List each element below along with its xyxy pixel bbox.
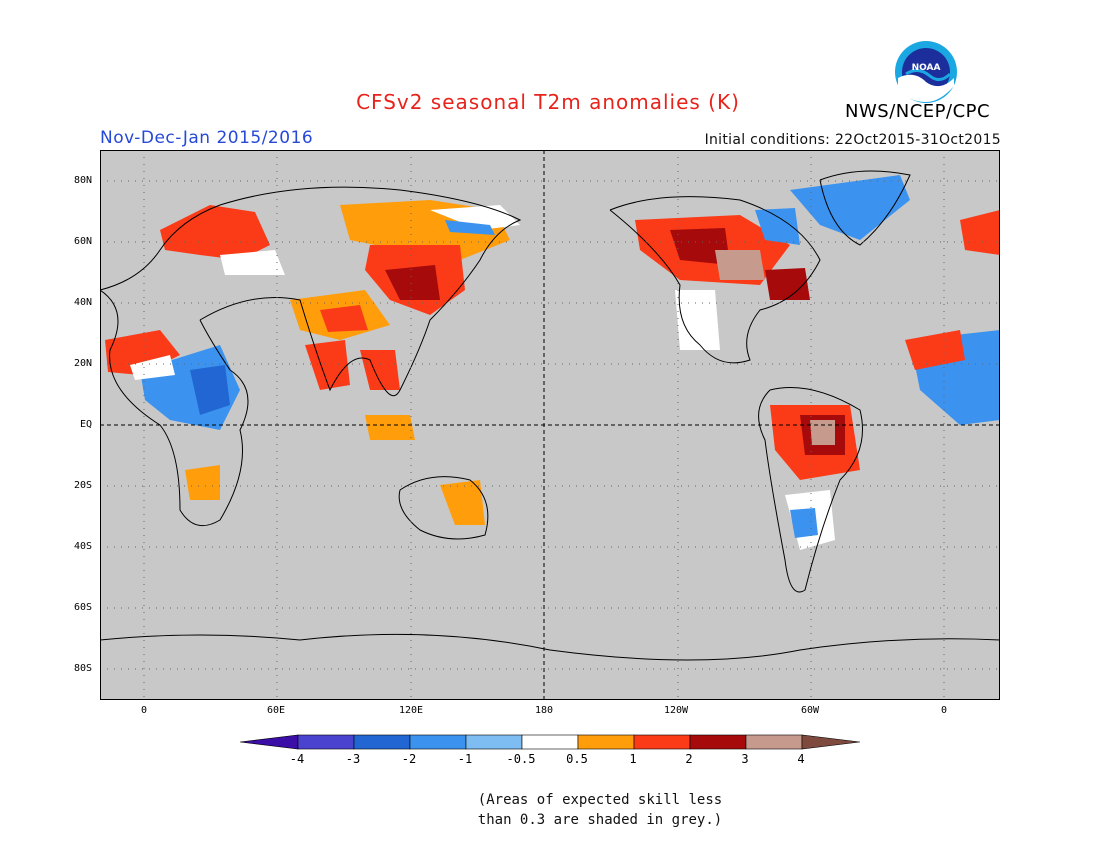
sahel-strong-cool [190, 365, 230, 415]
anomaly-shading [105, 175, 1000, 550]
graticule [100, 150, 1000, 700]
lat-label-80s: 80S [74, 663, 93, 674]
skill-note-line1: (Areas of expected skill less [477, 792, 723, 808]
legend-swatch [801, 734, 860, 750]
lon-label-120e: 120E [399, 705, 424, 716]
south-africa-warm [185, 465, 220, 500]
greenland-cool [790, 175, 910, 240]
western-us-neutral [675, 290, 720, 350]
europe-east-warm [960, 210, 1000, 255]
lon-label-120w: 120W [664, 705, 689, 716]
legend-swatch [577, 734, 635, 750]
svg-text:NOAA: NOAA [912, 63, 941, 73]
legend-label: 3 [741, 752, 749, 766]
hudson-very-warm [715, 250, 765, 280]
legend-label: -0.5 [506, 752, 536, 766]
legend-label: 0.5 [566, 752, 588, 766]
greenland-coast [819, 170, 911, 246]
argentina-cool [790, 508, 818, 538]
sahel-neutral [130, 355, 175, 380]
legend-label: -4 [289, 752, 305, 766]
lat-label-40s: 40S [74, 541, 93, 552]
legend-label: 1 [629, 752, 637, 766]
initial-conditions: Initial conditions: 22Oct2015-31Oct2015 [704, 132, 1001, 148]
europe-neutral [220, 250, 285, 275]
africa-east-warm [905, 330, 965, 370]
lon-label-60w: 60W [801, 705, 820, 716]
siberia-cool [445, 220, 495, 235]
agency-label: NWS/NCEP/CPC [845, 101, 991, 122]
lon-label-0: 0 [141, 705, 148, 716]
forecast-period: Nov-Dec-Jan 2015/2016 [100, 128, 314, 148]
tibet-warm [320, 305, 368, 332]
baffin-cool [755, 208, 800, 245]
legend-swatch [297, 734, 355, 750]
lat-label-60s: 60S [74, 602, 93, 613]
northeast-us-warm [765, 268, 810, 300]
legend-swatch [353, 734, 411, 750]
legend-swatch [689, 734, 747, 750]
indonesia-warm [365, 415, 415, 440]
legend-label: -1 [457, 752, 473, 766]
australia-warm [440, 480, 485, 525]
north-america-coast [609, 196, 821, 364]
legend-label: -2 [401, 752, 417, 766]
lon-label-180: 180 [535, 705, 554, 716]
antarctica-coast [100, 633, 1000, 661]
color-legend-bar [240, 734, 860, 750]
legend-swatch [633, 734, 691, 750]
legend-label: 4 [797, 752, 805, 766]
lat-label-20n: 20N [74, 358, 93, 369]
noaa-logo: NOAA [895, 41, 957, 103]
lat-label-80n: 80N [74, 175, 93, 186]
legend-swatch [409, 734, 467, 750]
eurasia-coast [100, 186, 522, 397]
africa-coast [100, 289, 249, 527]
legend-label: 2 [685, 752, 693, 766]
legend-swatch [745, 734, 803, 750]
coastlines [100, 170, 1000, 661]
legend-swatch [240, 734, 299, 750]
lat-label-60n: 60N [74, 236, 93, 247]
skill-note-line2: than 0.3 are shaded in grey.) [477, 812, 723, 828]
legend-label: -3 [345, 752, 361, 766]
lat-label-40n: 40N [74, 297, 93, 308]
legend-swatch [521, 734, 579, 750]
scandinavia-warm [160, 205, 270, 260]
south-america-coast [758, 387, 863, 593]
lon-label-0-right: 0 [941, 705, 948, 716]
lat-label-20s: 20S [74, 480, 93, 491]
map-title: CFSv2 seasonal T2m anomalies (K) [356, 90, 740, 114]
legend-swatch [465, 734, 523, 750]
siberia-neutral [430, 205, 520, 230]
canada-strong-warm [670, 228, 730, 265]
china-strong-warm [385, 265, 440, 300]
lat-label-eq: EQ [80, 419, 93, 430]
lon-label-60e: 60E [267, 705, 286, 716]
amazon-very-warm [810, 420, 835, 445]
anomaly-map [100, 150, 1000, 700]
australia-coast [398, 476, 489, 540]
